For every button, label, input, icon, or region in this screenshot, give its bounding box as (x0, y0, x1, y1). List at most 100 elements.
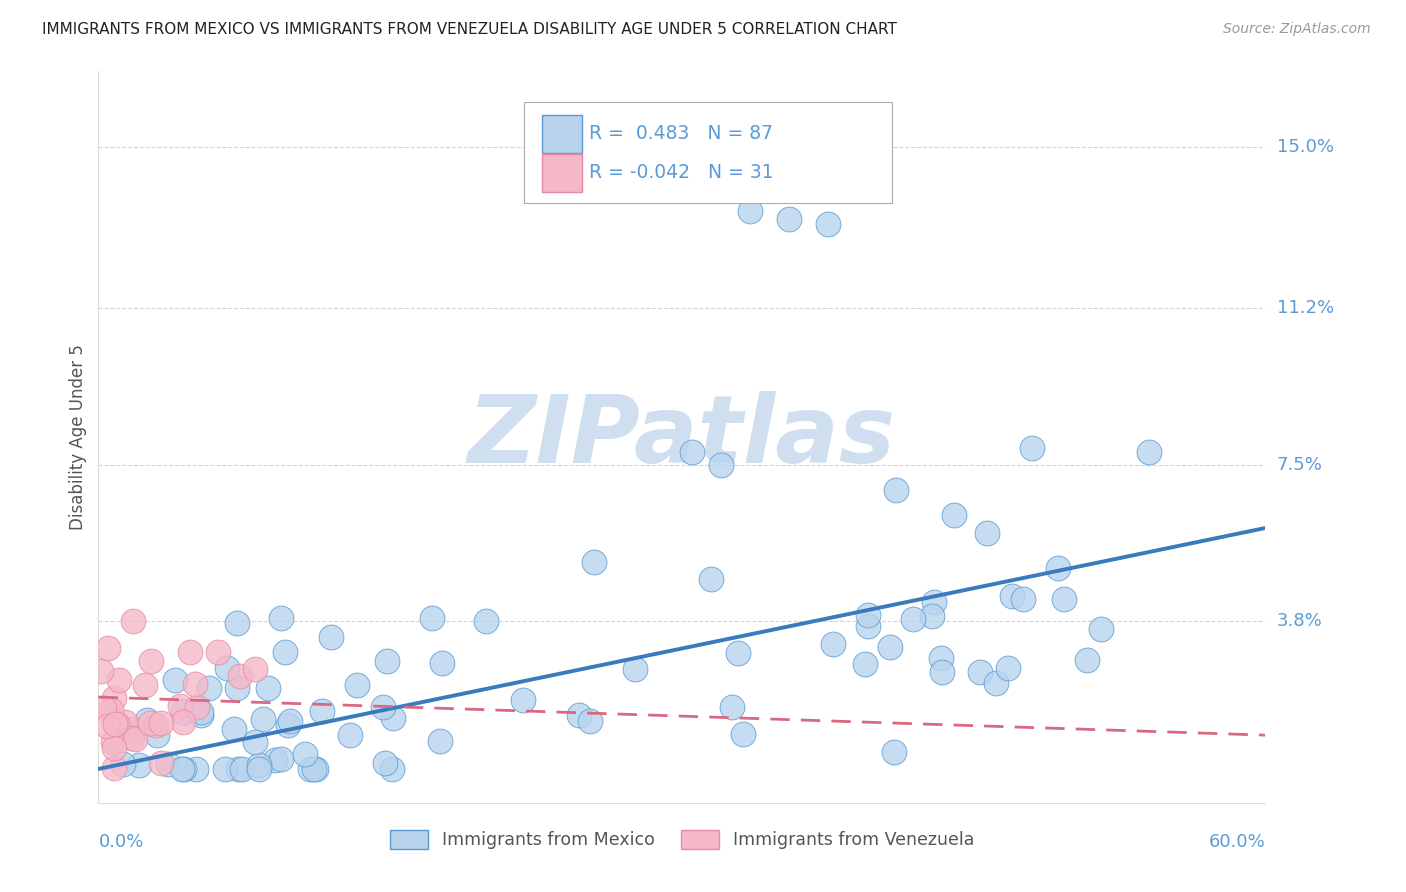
Point (170, 762, 193, 776)
Point (858, 619, 880, 633)
Point (778, 212, 800, 227)
Point (583, 555, 606, 569)
Point (245, 735, 267, 749)
Point (319, 630, 342, 644)
Point (884, 483, 907, 497)
Y-axis label: Disability Age Under 5: Disability Age Under 5 (69, 344, 87, 530)
Point (90, 664, 112, 678)
Point (247, 757, 270, 772)
Point (856, 607, 879, 622)
Point (190, 705, 212, 719)
Point (179, 645, 201, 659)
Point (997, 660, 1019, 674)
Point (150, 715, 173, 730)
Point (277, 717, 299, 731)
Point (145, 718, 167, 732)
Point (111, 757, 134, 772)
Point (298, 762, 321, 776)
Point (429, 733, 451, 747)
Point (700, 572, 723, 586)
Point (243, 662, 266, 676)
FancyBboxPatch shape (541, 154, 582, 192)
Point (186, 699, 208, 714)
Point (103, 741, 125, 756)
Point (311, 704, 333, 718)
Point (93, 701, 115, 715)
Point (738, 203, 761, 218)
Point (853, 657, 876, 671)
Point (339, 728, 361, 742)
Point (817, 217, 839, 231)
Point (681, 445, 703, 459)
Point (512, 693, 534, 707)
Point (579, 714, 602, 728)
Text: 0.0%: 0.0% (98, 833, 143, 851)
Point (103, 761, 125, 775)
Point (108, 673, 131, 687)
Point (165, 673, 187, 687)
Point (114, 715, 136, 730)
Point (474, 614, 496, 628)
Point (226, 762, 249, 776)
Point (727, 646, 749, 660)
Point (346, 678, 368, 692)
Point (1076, 652, 1098, 666)
Text: Source: ZipAtlas.com: Source: ZipAtlas.com (1223, 22, 1371, 37)
Point (136, 713, 159, 727)
Point (225, 615, 247, 630)
Point (624, 662, 647, 676)
Point (222, 723, 245, 737)
Text: R =  0.483   N = 87: R = 0.483 N = 87 (589, 124, 772, 143)
Point (943, 508, 966, 523)
Point (921, 609, 943, 624)
Point (172, 705, 194, 719)
Point (198, 681, 221, 695)
Point (96, 718, 118, 732)
Point (375, 654, 398, 668)
Point (901, 612, 924, 626)
Point (1053, 591, 1076, 606)
Point (420, 611, 443, 625)
Point (710, 458, 733, 472)
Point (270, 611, 292, 625)
Point (124, 731, 146, 746)
Point (263, 753, 285, 767)
Point (183, 676, 205, 690)
Point (139, 654, 162, 668)
Point (969, 665, 991, 680)
Point (134, 678, 156, 692)
Point (247, 762, 270, 776)
Text: R = -0.042   N = 31: R = -0.042 N = 31 (589, 163, 773, 182)
Point (252, 712, 274, 726)
Point (121, 723, 143, 737)
Point (169, 699, 191, 714)
Point (381, 762, 404, 776)
Point (103, 690, 125, 705)
Point (229, 669, 252, 683)
Point (731, 726, 754, 740)
Text: ZIPatlas: ZIPatlas (468, 391, 896, 483)
Point (374, 756, 396, 771)
Point (173, 762, 195, 776)
Point (270, 752, 292, 766)
Point (1137, 445, 1160, 459)
Text: 15.0%: 15.0% (1277, 138, 1333, 156)
Point (1046, 561, 1069, 575)
Point (294, 747, 316, 761)
Point (1011, 592, 1033, 607)
Point (157, 756, 180, 771)
Point (1021, 441, 1043, 455)
Point (122, 614, 145, 628)
Text: 11.2%: 11.2% (1277, 299, 1334, 318)
Point (929, 650, 952, 665)
Point (883, 745, 905, 759)
Point (278, 714, 301, 729)
Point (381, 711, 404, 725)
Point (984, 675, 1007, 690)
Point (207, 645, 229, 659)
Point (879, 640, 901, 655)
Point (105, 717, 128, 731)
Point (1090, 622, 1112, 636)
FancyBboxPatch shape (541, 115, 582, 153)
Text: 60.0%: 60.0% (1209, 833, 1265, 851)
